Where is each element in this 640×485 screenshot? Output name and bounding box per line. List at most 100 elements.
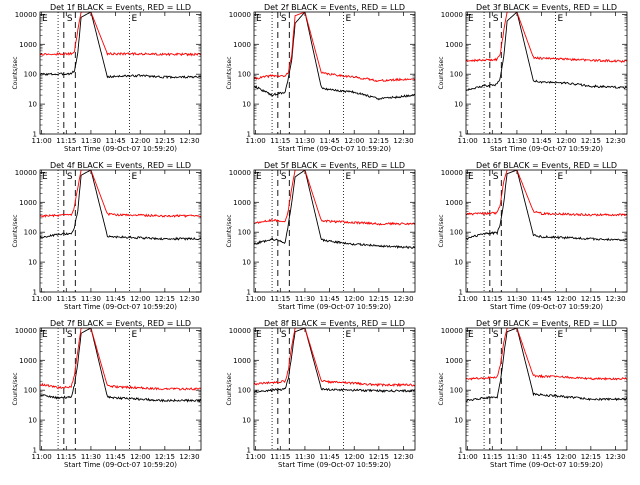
series-line-lld [40, 328, 201, 391]
panel-title: Det 9f BLACK = Events, RED = LLD [476, 319, 617, 328]
y-tick-label: 1 [33, 131, 37, 139]
series-line-lld [254, 12, 415, 83]
panel-title: Det 2f BLACK = Events, RED = LLD [264, 3, 405, 12]
x-axis-label: Start Time (09-Oct-07 10:59:20) [278, 461, 391, 469]
x-axis-label: Start Time (09-Oct-07 10:59:20) [64, 303, 177, 311]
marker-label-s: S [493, 172, 499, 182]
marker-label-e-end: E [346, 14, 352, 24]
marker-label-e-end: E [558, 14, 564, 24]
x-axis-label: Start Time (09-Oct-07 10:59:20) [490, 145, 603, 153]
y-tick-label: 100 [24, 71, 37, 79]
x-tick-label: 11:30 [81, 295, 101, 303]
x-axis-label: Start Time (09-Oct-07 10:59:20) [278, 145, 391, 153]
detector-panel-5: 11:00 11:15 11:30 11:45 12:00 12:15 12:30 1 10 10… [226, 161, 416, 311]
x-tick-label: 12:30 [179, 295, 199, 303]
x-axis-label: Start Time (09-Oct-07 10:59:20) [490, 461, 603, 469]
y-tick-label: 10 [454, 417, 463, 425]
y-tick-label: 1000 [445, 357, 463, 365]
y-axis-label: Counts/sec [12, 56, 19, 89]
plot-frame [465, 169, 628, 293]
y-axis-label: Counts/sec [12, 214, 19, 247]
marker-label-s: S [67, 14, 73, 24]
detector-panel-9: 11:00 11:15 11:30 11:45 12:00 12:15 12:30 1 10 10… [438, 319, 628, 469]
y-tick-label: 1 [459, 447, 463, 455]
x-tick-label: 11:15 [270, 137, 290, 145]
x-tick-label: 11:30 [295, 453, 315, 461]
y-tick-label: 10 [28, 259, 37, 267]
x-tick-label: 11:00 [458, 295, 478, 303]
x-tick-label: 12:30 [393, 453, 413, 461]
y-tick-label: 10000 [441, 327, 463, 335]
x-tick-label: 12:00 [556, 137, 576, 145]
y-tick-label: 10 [242, 259, 251, 267]
y-tick-label: 100 [450, 229, 463, 237]
x-tick-label: 11:00 [32, 453, 52, 461]
panel-title: Det 8f BLACK = Events, RED = LLD [264, 319, 405, 328]
y-tick-label: 10000 [441, 169, 463, 177]
x-tick-label: 11:00 [246, 453, 266, 461]
series-line-lld [40, 12, 201, 57]
panel-title: Det 4f BLACK = Events, RED = LLD [50, 161, 191, 170]
y-tick-label: 1000 [19, 357, 37, 365]
y-axis-label: Counts/sec [438, 214, 445, 247]
plot-frame [253, 169, 416, 293]
x-tick-label: 12:00 [344, 137, 364, 145]
marker-label-e-end: E [132, 330, 138, 340]
y-tick-label: 1000 [233, 41, 251, 49]
marker-label-s: S [281, 172, 287, 182]
x-tick-label: 11:45 [319, 295, 339, 303]
y-tick-label: 1 [247, 447, 251, 455]
x-tick-label: 12:30 [393, 137, 413, 145]
detector-panel-2: 11:00 11:15 11:30 11:45 12:00 12:15 12:30 1 10 10… [226, 3, 416, 153]
detector-panel-4: 11:00 11:15 11:30 11:45 12:00 12:15 12:30 1 10 10… [12, 161, 202, 311]
x-tick-label: 11:15 [56, 453, 76, 461]
y-tick-label: 1000 [19, 41, 37, 49]
y-tick-label: 1 [459, 131, 463, 139]
series-line-events [254, 12, 415, 101]
series-line-lld [40, 170, 201, 218]
x-tick-label: 11:15 [56, 295, 76, 303]
series-line-lld [254, 170, 415, 226]
y-tick-label: 100 [450, 387, 463, 395]
detector-panel-8: 11:00 11:15 11:30 11:45 12:00 12:15 12:30 1 10 10… [226, 319, 416, 469]
marker-label-s: S [67, 172, 73, 182]
marker-label-s: S [493, 14, 499, 24]
x-tick-label: 12:15 [581, 453, 601, 461]
y-tick-label: 10 [454, 259, 463, 267]
plot-frame [253, 327, 416, 451]
y-tick-label: 100 [238, 387, 251, 395]
y-tick-label: 1 [247, 289, 251, 297]
y-tick-label: 100 [24, 387, 37, 395]
marker-label-e-start: E [468, 14, 474, 24]
plot-frame [39, 11, 202, 135]
x-tick-label: 12:30 [605, 295, 625, 303]
series-line-events [40, 170, 201, 241]
x-axis-label: Start Time (09-Oct-07 10:59:20) [64, 145, 177, 153]
y-tick-label: 10000 [441, 11, 463, 19]
marker-label-e-end: E [132, 14, 138, 24]
x-tick-label: 11:15 [270, 453, 290, 461]
y-tick-label: 10 [242, 417, 251, 425]
x-tick-label: 12:15 [369, 453, 389, 461]
panel-title: Det 3f BLACK = Events, RED = LLD [476, 3, 617, 12]
plot-frame [465, 327, 628, 451]
x-tick-label: 11:00 [458, 137, 478, 145]
x-tick-label: 12:00 [344, 453, 364, 461]
marker-label-e-start: E [42, 330, 48, 340]
series-line-events [40, 12, 201, 80]
series-line-events [40, 328, 201, 403]
panel-title: Det 5f BLACK = Events, RED = LLD [264, 161, 405, 170]
y-tick-label: 10 [28, 417, 37, 425]
y-tick-label: 1000 [233, 357, 251, 365]
x-tick-label: 11:45 [531, 137, 551, 145]
marker-label-e-start: E [42, 14, 48, 24]
x-tick-label: 11:30 [507, 453, 527, 461]
marker-label-e-start: E [256, 172, 262, 182]
x-tick-label: 12:00 [130, 137, 150, 145]
x-tick-label: 11:15 [482, 137, 502, 145]
y-axis-label: Counts/sec [438, 56, 445, 89]
y-tick-label: 1 [33, 447, 37, 455]
y-tick-label: 10000 [15, 169, 37, 177]
y-tick-label: 1 [459, 289, 463, 297]
